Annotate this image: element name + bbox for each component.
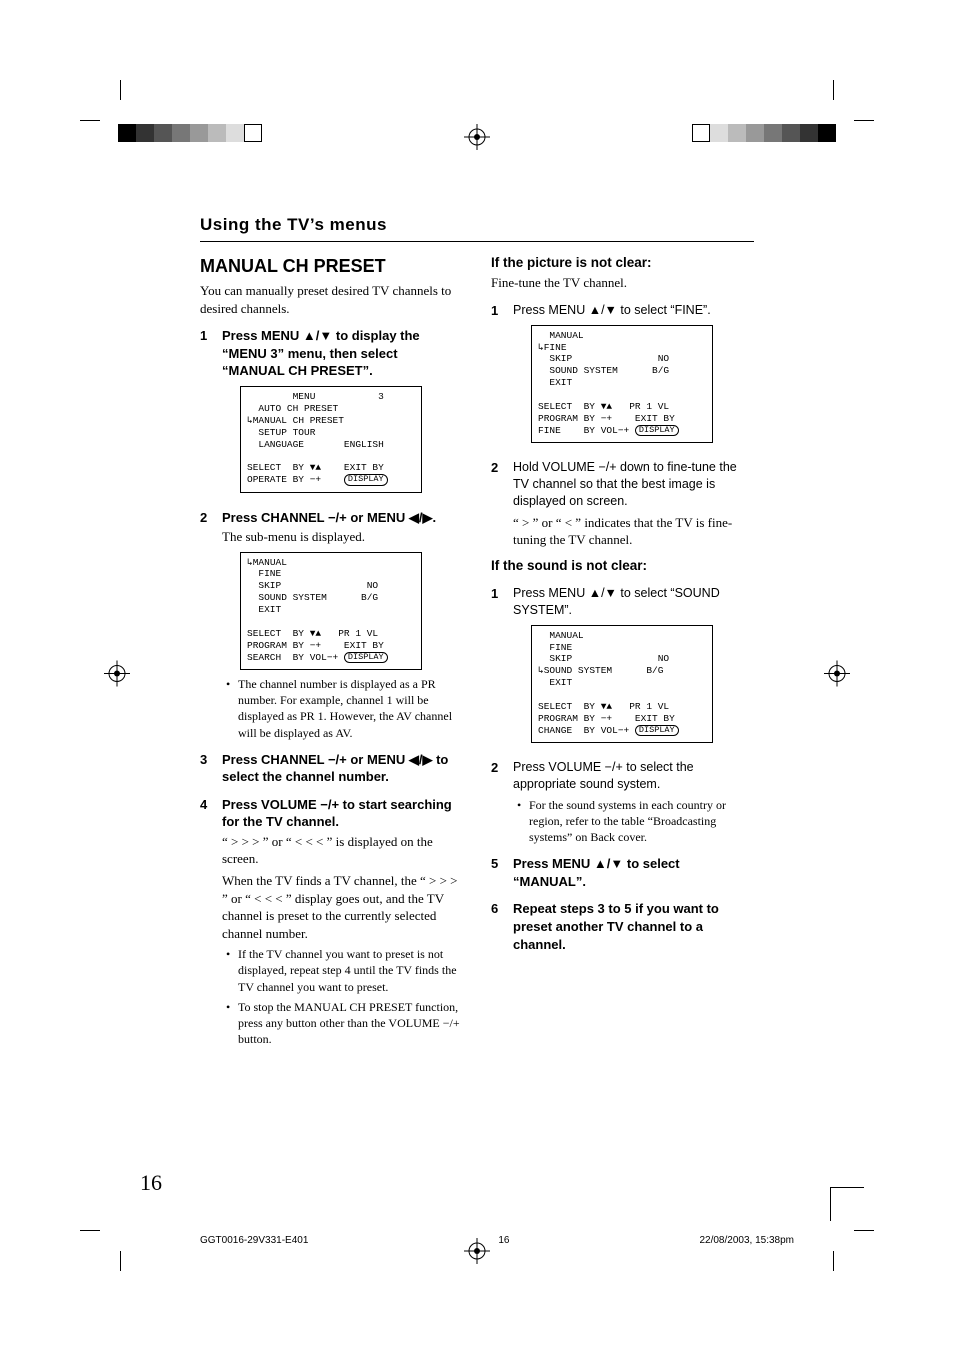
colorbar-swatch — [710, 124, 728, 142]
reg-mark-right — [824, 660, 850, 691]
snd-step-2: 2 Press VOLUME −/+ to select the appropr… — [491, 759, 754, 845]
osd-text: SELECT BY ▼▲ PR 1 VL — [538, 401, 669, 412]
step-body: “ > > > ” or “ < < < ” is displayed on t… — [222, 833, 463, 868]
osd-text: SELECT BY ▼▲ PR 1 VL — [538, 701, 669, 712]
slug-date: 22/08/2003, 15:38pm — [699, 1235, 794, 1246]
display-pill: DISPLAY — [344, 652, 388, 663]
step-note: For the sound systems in each country or… — [529, 797, 754, 846]
step-number: 1 — [491, 585, 505, 749]
step-number: 1 — [491, 302, 505, 449]
step-text: Press CHANNEL −/+ or MENU ◀/▶ to select … — [222, 751, 463, 786]
step-note: To stop the MANUAL CH PRESET function, p… — [238, 999, 463, 1048]
corner-mark — [830, 1187, 864, 1221]
step-note: The channel number is displayed as a PR … — [238, 676, 463, 741]
step-1: 1 Press MENU ▲/▼ to display the “MENU 3”… — [200, 327, 463, 498]
display-pill: DISPLAY — [344, 474, 388, 485]
colorbar-swatch — [244, 124, 262, 142]
step-number: 2 — [200, 509, 214, 741]
reg-mark-left — [104, 660, 130, 691]
intro-text: You can manually preset desired TV chann… — [200, 282, 463, 317]
crop-mark — [100, 100, 140, 140]
step-text: Press VOLUME −/+ to start searching for … — [222, 796, 463, 831]
osd-text: PROGRAM BY −+ EXIT BY — [538, 713, 675, 724]
osd-text: MANUAL ↳FINE SKIP NO SOUND SYSTEM B/G EX… — [538, 330, 669, 389]
step-number: 2 — [491, 759, 505, 845]
step-number: 3 — [200, 751, 214, 786]
osd-text: CHANGE BY VOL−+ — [538, 725, 635, 736]
step-number: 1 — [200, 327, 214, 498]
step-6: 6 Repeat steps 3 to 5 if you want to pre… — [491, 900, 754, 953]
step-5: 5 Press MENU ▲/▼ to select “MANUAL”. — [491, 855, 754, 890]
page-number: 16 — [140, 1170, 162, 1196]
osd-text: PROGRAM BY −+ EXIT BY — [538, 413, 675, 424]
step-text: Press CHANNEL −/+ or MENU ◀/▶. — [222, 509, 463, 527]
right-column: If the picture is not clear: Fine-tune t… — [491, 254, 754, 1047]
osd-text: PROGRAM BY −+ EXIT BY — [247, 640, 384, 651]
osd-text: MANUAL FINE SKIP NO ↳SOUND SYSTEM B/G EX… — [538, 630, 669, 689]
step-text: Press MENU ▲/▼ to display the “MENU 3” m… — [222, 327, 463, 380]
colorbar-swatch — [746, 124, 764, 142]
step-body: The sub-menu is displayed. — [222, 528, 463, 546]
slugline: GGT0016-29V331-E401 16 22/08/2003, 15:38… — [200, 1235, 794, 1246]
step-body: When the TV finds a TV channel, the “ > … — [222, 872, 463, 942]
section-title: Using the TV’s menus — [200, 215, 754, 242]
osd-manual-submenu: ↳MANUAL FINE SKIP NO SOUND SYSTEM B/G EX… — [240, 552, 422, 670]
colorbar-swatch — [208, 124, 226, 142]
step-text: Repeat steps 3 to 5 if you want to prese… — [513, 900, 754, 953]
pic-step-2: 2 Hold VOLUME −/+ down to fine-tune the … — [491, 459, 754, 549]
osd-text: SEARCH BY VOL−+ — [247, 652, 344, 663]
step-number: 2 — [491, 459, 505, 549]
colorbar-swatch — [226, 124, 244, 142]
slug-page: 16 — [498, 1235, 509, 1246]
step-body: “ > ” or “ < ” indicates that the TV is … — [513, 514, 754, 549]
step-4: 4 Press VOLUME −/+ to start searching fo… — [200, 796, 463, 1048]
colorbar-swatch — [190, 124, 208, 142]
colorbar-swatch — [172, 124, 190, 142]
step-2: 2 Press CHANNEL −/+ or MENU ◀/▶. The sub… — [200, 509, 463, 741]
osd-fine: MANUAL ↳FINE SKIP NO SOUND SYSTEM B/G EX… — [531, 325, 713, 443]
osd-text: MENU 3 AUTO CH PRESET ↳MANUAL CH PRESET … — [247, 391, 384, 450]
step-note: If the TV channel you want to preset is … — [238, 946, 463, 995]
osd-text: FINE BY VOL−+ — [538, 425, 635, 436]
osd-text: SELECT BY ▼▲ EXIT BY — [247, 462, 384, 473]
step-text: Press MENU ▲/▼ to select “FINE”. — [513, 302, 754, 319]
pic-step-1: 1 Press MENU ▲/▼ to select “FINE”. MANUA… — [491, 302, 754, 449]
display-pill: DISPLAY — [635, 425, 679, 436]
subhead-picture: If the picture is not clear: — [491, 254, 754, 272]
colorbar-swatch — [782, 124, 800, 142]
step-text: Press VOLUME −/+ to select the appropria… — [513, 759, 754, 793]
colorbar-swatch — [692, 124, 710, 142]
osd-sound-system: MANUAL FINE SKIP NO ↳SOUND SYSTEM B/G EX… — [531, 625, 713, 743]
step-text: Hold VOLUME −/+ down to fine-tune the TV… — [513, 459, 754, 510]
subhead-sound: If the sound is not clear: — [491, 557, 754, 575]
osd-menu-3: MENU 3 AUTO CH PRESET ↳MANUAL CH PRESET … — [240, 386, 422, 492]
colorbar-swatch — [728, 124, 746, 142]
crop-mark — [814, 100, 854, 140]
reg-mark-top — [464, 124, 490, 155]
step-3: 3 Press CHANNEL −/+ or MENU ◀/▶ to selec… — [200, 751, 463, 786]
crop-mark — [100, 1211, 140, 1251]
osd-text: OPERATE BY −+ — [247, 474, 344, 485]
colorbar-swatch — [764, 124, 782, 142]
osd-text: ↳MANUAL FINE SKIP NO SOUND SYSTEM B/G EX… — [247, 557, 378, 616]
step-number: 5 — [491, 855, 505, 890]
page-content: Using the TV’s menus MANUAL CH PRESET Yo… — [200, 215, 754, 1105]
step-text: Press MENU ▲/▼ to select “MANUAL”. — [513, 855, 754, 890]
colorbar-swatch — [154, 124, 172, 142]
step-number: 4 — [200, 796, 214, 1048]
osd-text: SELECT BY ▼▲ PR 1 VL — [247, 628, 378, 639]
subhead-body: Fine-tune the TV channel. — [491, 274, 754, 292]
step-number: 6 — [491, 900, 505, 953]
step-text: Press MENU ▲/▼ to select “SOUND SYSTEM”. — [513, 585, 754, 619]
left-column: MANUAL CH PRESET You can manually preset… — [200, 254, 463, 1047]
topic-title: MANUAL CH PRESET — [200, 254, 463, 278]
snd-step-1: 1 Press MENU ▲/▼ to select “SOUND SYSTEM… — [491, 585, 754, 749]
display-pill: DISPLAY — [635, 725, 679, 736]
slug-file: GGT0016-29V331-E401 — [200, 1235, 308, 1246]
